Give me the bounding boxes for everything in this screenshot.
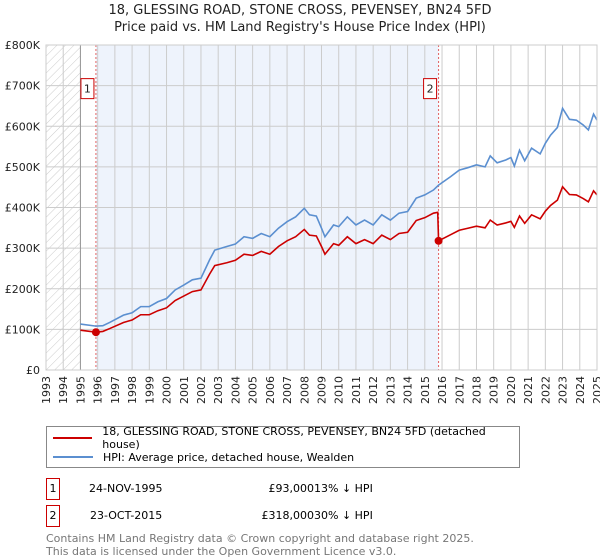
sale-point <box>434 236 443 245</box>
x-tick-label: 2014 <box>402 376 415 404</box>
plot-frame <box>45 44 598 371</box>
footer-licence: This data is licensed under the Open Gov… <box>46 545 397 558</box>
y-tick-label: £500K <box>5 161 41 174</box>
x-tick-label: 2003 <box>212 376 225 404</box>
legend-item-price: 18, GLESSING ROAD, STONE CROSS, PEVENSEY… <box>47 425 519 451</box>
x-tick-label: 2007 <box>281 376 294 404</box>
x-tick-label: 2012 <box>367 376 380 404</box>
x-tick-label: 2005 <box>247 376 260 404</box>
sale-marker-label: 2 <box>427 83 434 96</box>
chart-svg: 1993 1994 1995 1996 1997 1998 1999 2000 2001 2002… <box>5 39 600 404</box>
x-tick-label: 2004 <box>229 376 242 404</box>
x-tick-label: 2009 <box>316 376 329 404</box>
sale-hpi-diff: 13% ↓ HPI <box>314 482 373 495</box>
sale-hpi-diff: 30% ↓ HPI <box>314 509 373 522</box>
price-paid-line <box>80 185 598 334</box>
sale-marker-box: 1 <box>46 478 60 500</box>
x-tick-label: 1997 <box>109 376 122 404</box>
y-tick-label: £300K <box>5 242 41 255</box>
x-tick-label: 2002 <box>195 376 208 404</box>
y-tick-label: £700K <box>5 80 41 93</box>
x-tick-label: 1995 <box>74 376 87 404</box>
sale-date: 24-NOV-1995 <box>89 482 163 495</box>
x-tick-label: 2001 <box>178 376 191 404</box>
sale-marker-box: 2 <box>46 505 60 527</box>
chart-title: 18, GLESSING ROAD, STONE CROSS, PEVENSEY… <box>108 3 492 18</box>
sale-marker-label: 1 <box>84 83 91 96</box>
y-tick-label: £400K <box>5 202 41 215</box>
x-tick-label: 2023 <box>557 376 570 404</box>
legend: 18, GLESSING ROAD, STONE CROSS, PEVENSEY… <box>46 425 520 468</box>
x-tick-label: 2019 <box>488 376 501 404</box>
x-tick-label: 2016 <box>436 376 449 404</box>
y-tick-label: £600K <box>5 120 41 133</box>
x-tick-label: 2020 <box>505 376 518 404</box>
legend-label: 18, GLESSING ROAD, STONE CROSS, PEVENSEY… <box>102 425 486 451</box>
y-tick-label: £0 <box>26 364 40 377</box>
x-tick-label: 2022 <box>539 376 552 404</box>
sale-price: £93,000 <box>268 482 315 495</box>
sale-price: £318,000 <box>261 509 315 522</box>
x-tick-label: 1994 <box>57 376 70 404</box>
sale-point <box>91 328 100 337</box>
legend-item-hpi: HPI: Average price, detached house, Weal… <box>47 448 354 466</box>
hpi-line <box>80 106 598 327</box>
x-tick-label: 2011 <box>350 376 363 404</box>
footer-copyright: Contains HM Land Registry data © Crown c… <box>46 532 474 545</box>
x-tick-label: 1996 <box>92 376 105 404</box>
x-tick-label: 2017 <box>453 376 466 404</box>
sale-marker-box <box>423 78 438 100</box>
chart-subtitle: Price paid vs. HM Land Registry's House … <box>114 20 486 35</box>
x-tick-label: 2000 <box>161 376 174 404</box>
x-tick-label: 2024 <box>574 376 587 404</box>
sale-marker-box <box>80 78 95 100</box>
x-tick-label: 1999 <box>143 376 156 404</box>
x-tick-label: 2013 <box>384 376 397 404</box>
x-tick-label: 2008 <box>298 376 311 404</box>
x-tick-label: 2006 <box>264 376 277 404</box>
y-tick-label: £200K <box>5 283 41 296</box>
y-tick-label: £800K <box>5 39 41 52</box>
table-row: 2 23-OCT-2015 £318,000 30% ↓ HPI <box>46 505 546 529</box>
sale-date: 23-OCT-2015 <box>90 509 163 522</box>
x-tick-label: 2010 <box>333 376 346 404</box>
x-tick-label: 1993 <box>40 376 53 404</box>
x-tick-label: 2018 <box>470 376 483 404</box>
legend-swatch-blue <box>53 456 93 458</box>
y-tick-label: £100K <box>5 323 41 336</box>
table-row: 1 24-NOV-1995 £93,000 13% ↓ HPI <box>46 478 546 502</box>
x-tick-label: 2015 <box>419 376 432 404</box>
legend-label: HPI: Average price, detached house, Weal… <box>103 450 355 464</box>
x-tick-label: 2025 <box>591 376 600 404</box>
legend-swatch-red <box>53 437 93 439</box>
x-tick-label: 1998 <box>126 376 139 404</box>
x-tick-label: 2021 <box>522 376 535 404</box>
